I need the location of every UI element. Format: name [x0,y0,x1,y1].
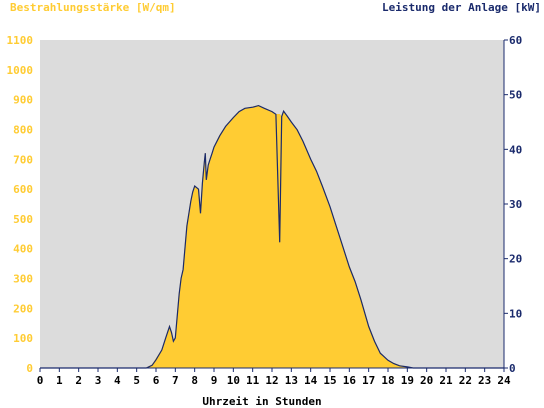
right-tick-label: 0 [509,362,516,375]
x-tick-label: 9 [211,374,218,387]
x-tick-label: 3 [95,374,102,387]
x-axis-label: Uhrzeit in Stunden [202,395,321,408]
x-tick-label: 1 [56,374,63,387]
left-tick-label: 800 [13,123,33,136]
tick-labels-layer: 0 1 2 3 4 5 6 7 8 9 10 11 12 13 14 15 16 17 18 19 20 21 22 23 24… [7,34,523,387]
x-tick-label: 11 [246,374,260,387]
left-tick-label: 300 [13,273,33,286]
left-tick-label: 600 [13,183,33,196]
right-tick-label: 20 [509,253,522,266]
x-tick-label: 4 [114,374,121,387]
left-axis-title: Bestrahlungsstärke [W/qm] [10,1,176,14]
x-tick-label: 23 [478,374,491,387]
x-tick-label: 18 [381,374,394,387]
x-tick-label: 12 [265,374,278,387]
power-line [40,104,504,369]
left-tick-label: 400 [13,243,33,256]
x-tick-label: 2 [75,374,82,387]
x-tick-label: 6 [153,374,160,387]
left-tick-label: 500 [13,213,33,226]
x-tick-label: 14 [304,374,318,387]
left-tick-label: 700 [13,153,33,166]
x-tick-label: 19 [401,374,414,387]
x-tick-label: 22 [459,374,472,387]
x-tick-label: 20 [420,374,433,387]
x-tick-label: 10 [227,374,240,387]
power-line-layer [40,104,504,369]
x-tick-label: 16 [343,374,357,387]
left-tick-label: 0 [26,362,33,375]
x-tick-label: 8 [191,374,198,387]
right-tick-label: 40 [509,143,522,156]
right-tick-label: 50 [509,89,522,102]
left-tick-label: 1100 [7,34,34,47]
left-tick-label: 1000 [7,64,34,77]
right-tick-label: 60 [509,34,522,47]
right-tick-label: 10 [509,307,522,320]
x-tick-label: 0 [37,374,44,387]
x-tick-label: 5 [133,374,140,387]
x-tick-label: 13 [285,374,298,387]
x-tick-label: 7 [172,374,179,387]
left-tick-label: 100 [13,332,33,345]
x-tick-label: 21 [439,374,453,387]
left-tick-label: 200 [13,302,33,315]
axes-layer [39,39,508,372]
x-tick-label: 17 [362,374,375,387]
x-tick-label: 15 [323,374,336,387]
right-tick-label: 30 [509,198,522,211]
x-tick-label: 24 [497,374,511,387]
right-axis-title: Leistung der Anlage [kW] [382,1,541,14]
left-tick-label: 900 [13,94,33,107]
